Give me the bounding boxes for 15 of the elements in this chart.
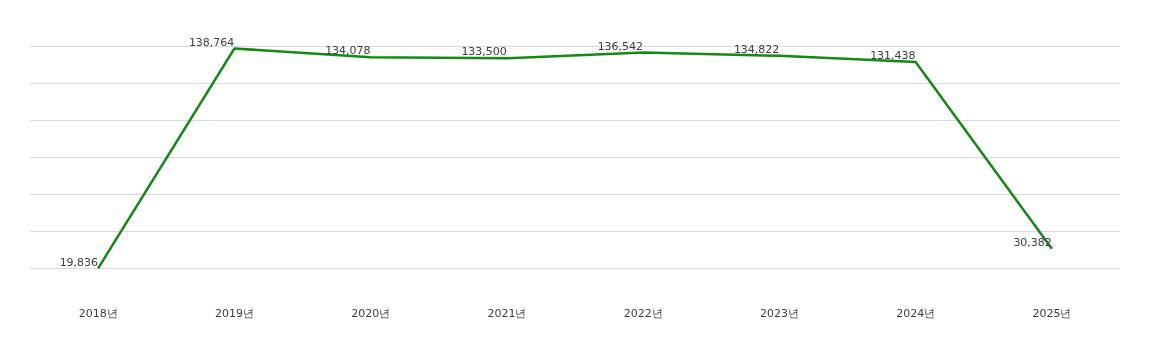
x-tick-label: 2021년	[487, 307, 527, 320]
data-label: 133,500	[461, 45, 507, 59]
data-label: 138,764	[188, 35, 235, 49]
data-label: 136,542	[597, 39, 644, 53]
data-label: 19,836	[59, 255, 99, 269]
data-label: 134,078	[325, 44, 371, 58]
x-tick-label: 2018년	[78, 307, 118, 320]
x-tick-label: 2022년	[623, 307, 663, 320]
x-tick-label: 2020년	[351, 307, 391, 320]
data-label: 134,822	[733, 43, 780, 57]
x-tick-label: 2025년	[1032, 307, 1072, 320]
x-tick-label: 2024년	[896, 307, 936, 320]
x-tick-label: 2023년	[759, 307, 799, 320]
data-label: 131,438	[870, 49, 916, 63]
x-tick-label: 2019년	[214, 307, 254, 320]
